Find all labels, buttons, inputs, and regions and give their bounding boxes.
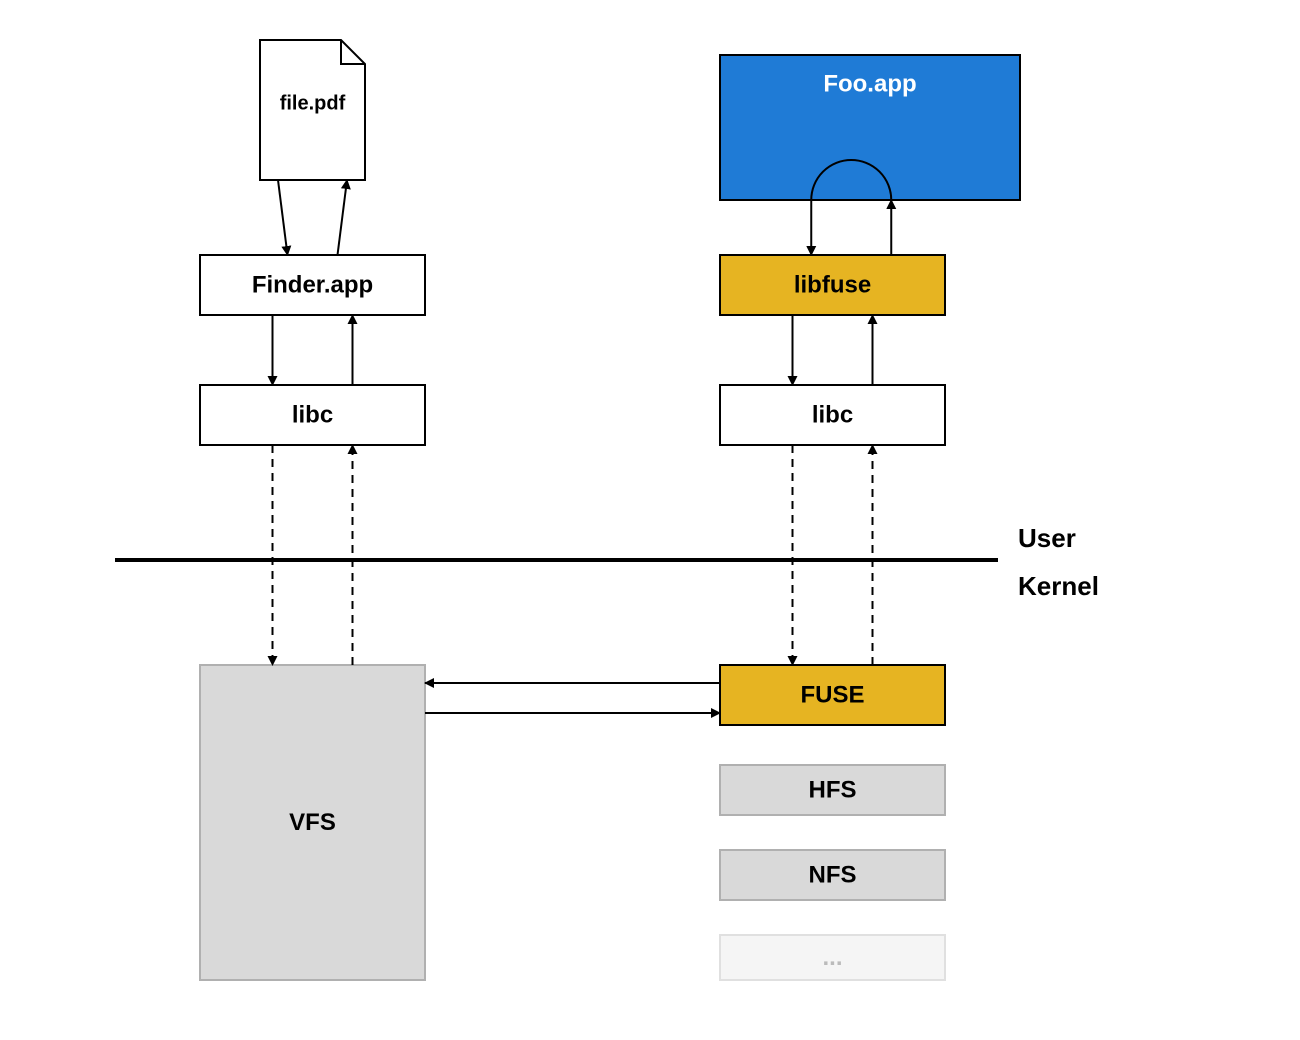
file-label: file.pdf <box>280 92 346 114</box>
file-icon: file.pdf <box>260 40 365 180</box>
vfs-label: VFS <box>289 809 336 836</box>
user-space-label: User <box>1018 523 1076 553</box>
fuse-label: FUSE <box>800 681 864 708</box>
arrow-file-to-finder-down <box>278 180 288 255</box>
nfs-label: NFS <box>809 861 857 888</box>
more-label: ... <box>822 944 842 971</box>
libc_left-label: libc <box>292 401 333 428</box>
finder-label: Finder.app <box>252 271 373 298</box>
fuse-box: FUSE <box>720 665 945 725</box>
finder-app-box: Finder.app <box>200 255 425 315</box>
foo-label: Foo.app <box>823 70 916 97</box>
fuse-architecture-diagram: file.pdf Foo.app Finder.app libfuse libc libc… <box>0 0 1300 1040</box>
nfs-box: NFS <box>720 850 945 900</box>
libfuse-box: libfuse <box>720 255 945 315</box>
libfuse-label: libfuse <box>794 271 871 298</box>
arrow-finder-to-file-up <box>338 180 348 255</box>
kernel-space-label: Kernel <box>1018 571 1099 601</box>
hfs-label: HFS <box>809 776 857 803</box>
libc_right-box: libc <box>720 385 945 445</box>
hfs-box: HFS <box>720 765 945 815</box>
vfs-box: VFS <box>200 665 425 980</box>
libc_left-box: libc <box>200 385 425 445</box>
more-box: ... <box>720 935 945 980</box>
libc_right-label: libc <box>812 401 853 428</box>
foo-app-box: Foo.app <box>720 55 1020 200</box>
